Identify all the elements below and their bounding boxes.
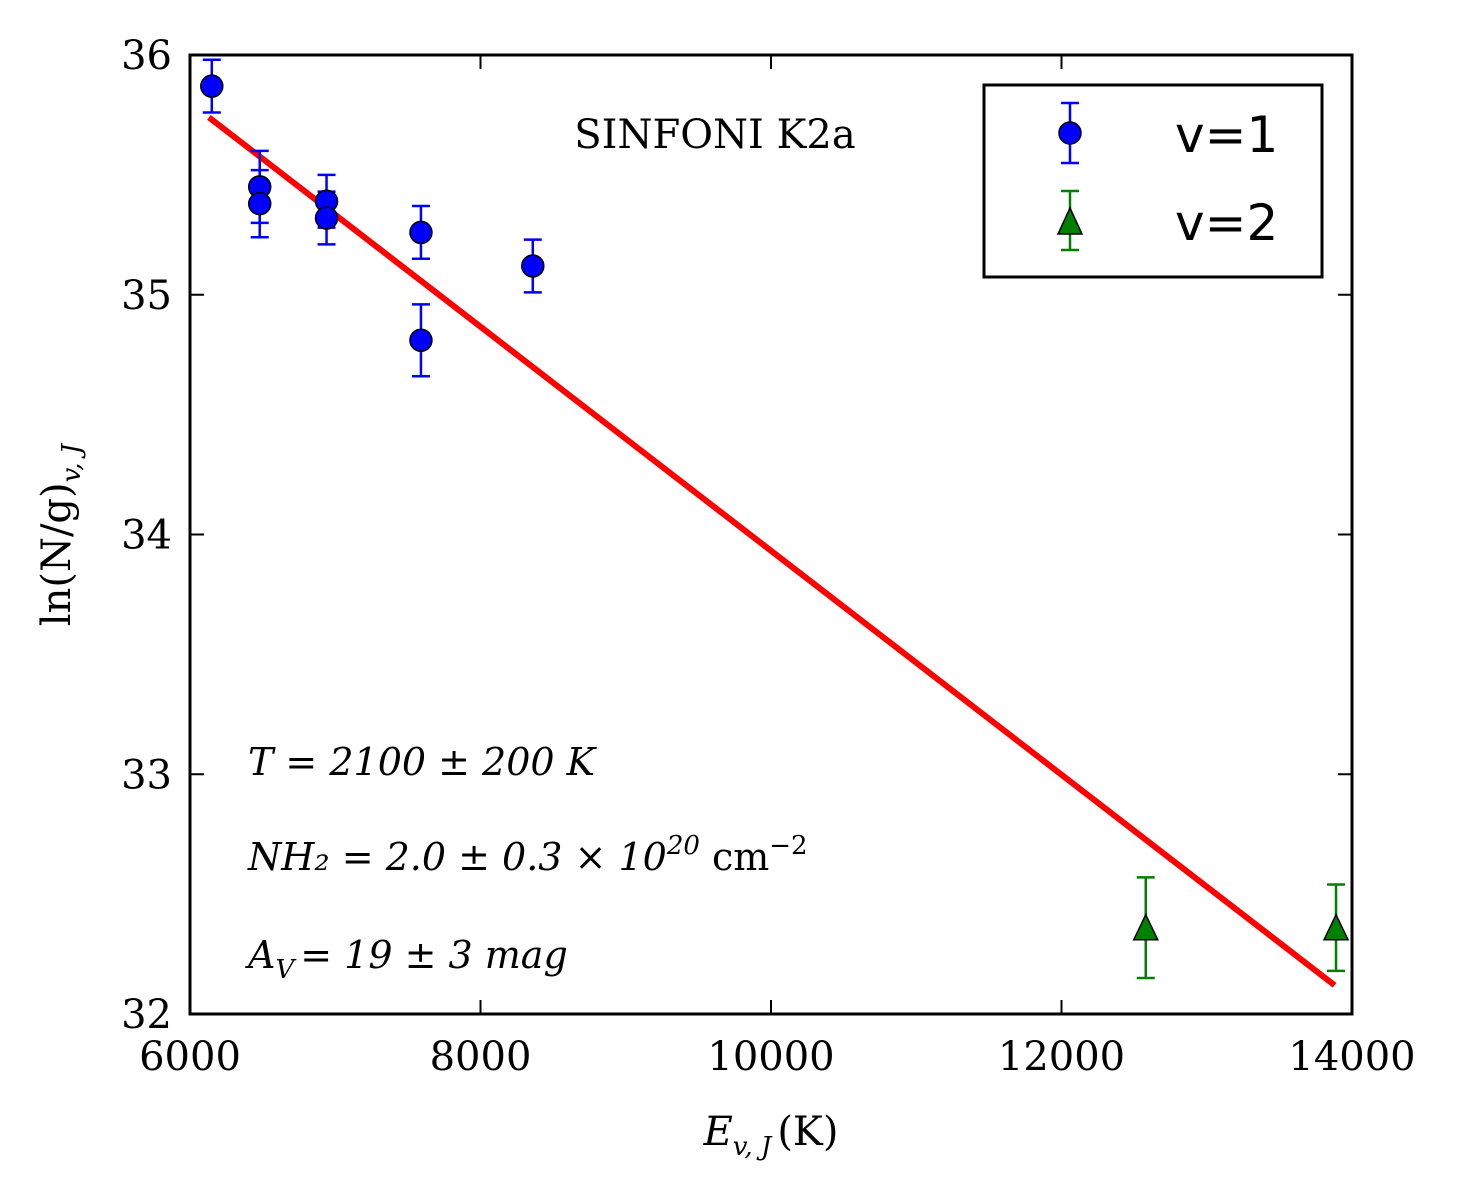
data-point-v1: [247, 191, 272, 216]
y-axis-label: ln(N/g)v, J: [34, 442, 87, 626]
y-axis-label-sub: v, J: [57, 442, 87, 482]
legend-v1-label: v=1: [1175, 106, 1278, 164]
annotation-column-density-unit-exp: −2: [769, 831, 807, 861]
legend-box: [982, 83, 1324, 279]
annotation-column-density-exp: 20: [666, 831, 700, 861]
y-axis-label-main: ln(N/g): [34, 482, 80, 626]
data-point-v1: [314, 206, 339, 230]
y-tick-label: 33: [121, 752, 172, 798]
annotation-extinction-main: A: [245, 933, 275, 977]
x-tick-label: 12000: [998, 1034, 1125, 1080]
x-tick-label: 6000: [139, 1034, 241, 1080]
annotation-temperature: T = 2100 ± 200 K: [248, 740, 598, 784]
legend-v2-label: v=2: [1175, 194, 1278, 252]
data-point-v1: [521, 254, 545, 278]
data-point-v2: [1132, 912, 1159, 941]
legend-v2-marker: [1056, 206, 1084, 235]
x-axis-label-unit: (K): [777, 1109, 838, 1155]
axis-ticks: [189, 54, 1353, 1015]
annotation-extinction-sub: V: [275, 955, 296, 985]
legend: v=1 v=2: [982, 83, 1324, 279]
x-tick-label: 8000: [430, 1034, 532, 1080]
annotation-column-density-main: NH₂ = 2.0 ± 0.3 × 10: [247, 835, 667, 879]
x-axis-label-main: E: [703, 1109, 733, 1155]
fit-line: [207, 114, 1337, 988]
data-markers: [200, 74, 1350, 941]
x-tick-label: 14000: [1288, 1034, 1415, 1080]
data-point-v1: [409, 220, 433, 245]
axis-tick-labels: 6000 8000 10000 12000 14000 32 33 34 35 36: [121, 33, 1416, 1080]
legend-v1-marker: [1058, 121, 1082, 145]
data-point-v1: [409, 328, 433, 353]
y-tick-label: 35: [121, 273, 172, 319]
x-axis-label-sub: v, J: [733, 1132, 773, 1162]
y-tick-label: 34: [121, 513, 172, 559]
annotation-column-density-unit: cm: [712, 835, 769, 879]
x-tick-label: 10000: [707, 1034, 834, 1080]
data-point-v1: [200, 74, 224, 98]
annotation-extinction-rest: = 19 ± 3 mag: [300, 933, 568, 977]
chart-title: SINFONI K2a: [574, 112, 855, 158]
x-axis-label: Ev, J (K): [703, 1109, 839, 1162]
annotation-extinction: AV = 19 ± 3 mag: [245, 933, 568, 985]
data-point-v2: [1322, 912, 1350, 941]
y-tick-label: 36: [121, 33, 172, 79]
y-tick-label: 32: [121, 992, 172, 1038]
annotation-column-density: NH₂ = 2.0 ± 0.3 × 1020 cm−2: [247, 831, 808, 879]
